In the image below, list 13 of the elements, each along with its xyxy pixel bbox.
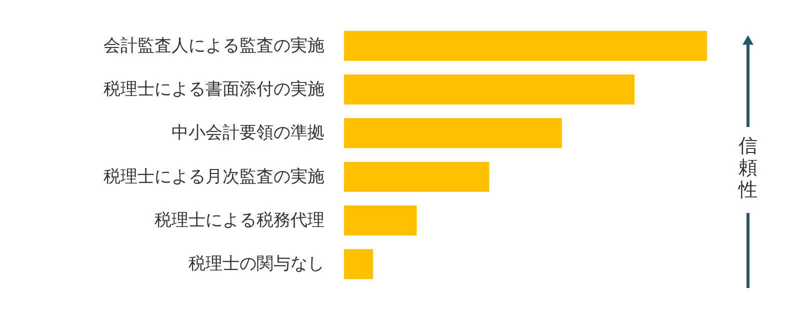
y-tick-label: 中小会計要領の準拠 (172, 123, 324, 144)
bar (344, 162, 490, 192)
y-tick-label: 税理士による月次監査の実施 (104, 166, 324, 187)
y-tick-label: 税理士による税務代理 (154, 210, 324, 230)
y-tick-label: 税理士の関与なし (188, 254, 324, 274)
bar (344, 118, 562, 148)
bar (344, 30, 707, 61)
y-tick-label: 会計監査人による監査の実施 (104, 36, 324, 56)
text: 信頼性 (738, 135, 758, 201)
bar (344, 74, 634, 104)
bar (344, 249, 374, 280)
y-tick-label: 税理士による書面添付の実施 (104, 80, 324, 100)
bar (344, 206, 417, 236)
